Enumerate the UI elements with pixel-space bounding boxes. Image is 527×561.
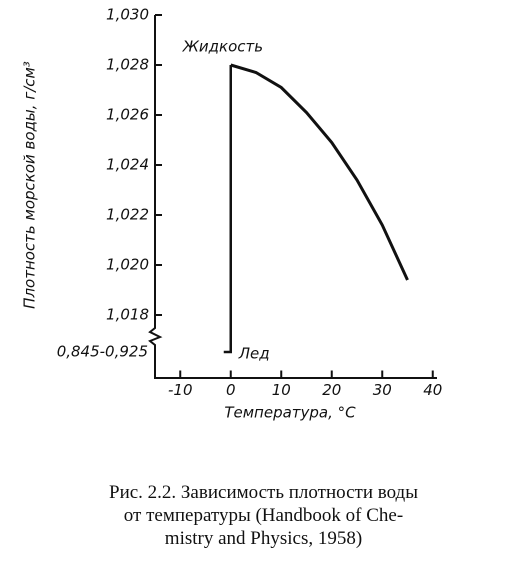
phase-transition	[223, 65, 232, 354]
y-tick-label: 1,030	[106, 6, 149, 24]
y-tick-label: 1,024	[106, 156, 149, 174]
x-tick-label: 40	[423, 381, 442, 399]
axes	[148, 15, 437, 379]
chart: Плотность морской воды, г/см³ Температур…	[21, 6, 443, 422]
caption-line: mistry and Physics, 1958)	[164, 528, 363, 549]
x-tick-label: 20	[322, 381, 341, 399]
x-tick-label: 10	[272, 381, 291, 399]
x-tick-label: 0	[226, 381, 236, 399]
annotation: Лед	[238, 345, 270, 363]
caption-line: Рис. 2.2. Зависимость плотности воды	[109, 482, 418, 503]
y-tick-label: 1,028	[106, 56, 149, 74]
y-tick-label: 1,020	[106, 256, 149, 274]
x-tick-label: -10	[168, 381, 193, 399]
y-axis-label: Плотность морской воды, г/см³	[21, 61, 39, 309]
x-axis-label: Температура, °C	[224, 404, 356, 422]
break-label: 0,845-0,925	[57, 343, 148, 361]
caption-line: от температуры (Handbook of Che-	[123, 505, 404, 526]
y-tick-label: 1,022	[106, 206, 149, 224]
density-curve	[230, 63, 409, 281]
y-tick-label: 1,018	[106, 306, 149, 324]
x-tick-label: 30	[373, 381, 392, 399]
y-tick-label: 1,026	[106, 106, 149, 124]
annotation: Жидкость	[182, 38, 263, 56]
